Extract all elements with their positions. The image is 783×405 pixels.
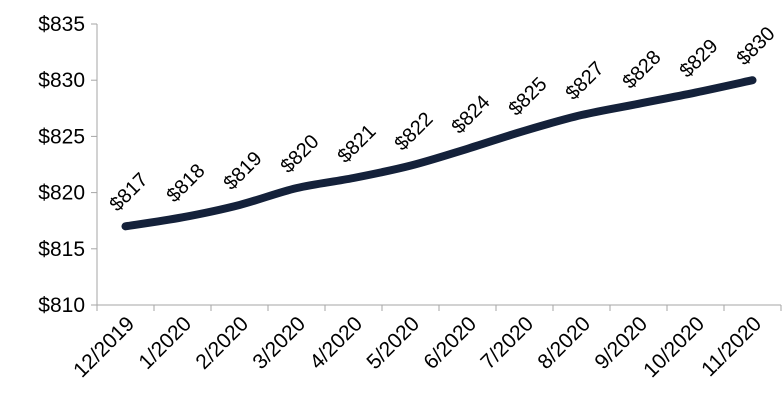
y-axis: $810 $815 $820 $825 $830 $835 xyxy=(38,13,98,317)
data-label: $819 xyxy=(219,147,266,194)
data-label: $828 xyxy=(618,46,665,93)
data-label: $817 xyxy=(105,169,152,216)
y-tick-label: $825 xyxy=(38,125,85,148)
data-point xyxy=(581,114,583,116)
x-tick-label: 11/2020 xyxy=(697,312,766,381)
y-tick-label: $830 xyxy=(38,69,85,92)
data-point xyxy=(524,130,526,132)
data-point xyxy=(638,103,640,105)
x-tick-label: 5/2020 xyxy=(362,312,424,374)
x-tick-label: 4/2020 xyxy=(305,312,367,374)
data-label: $818 xyxy=(162,160,209,207)
y-tick-label: $835 xyxy=(38,13,85,36)
x-tick-label: 6/2020 xyxy=(419,312,481,374)
data-point xyxy=(467,148,469,150)
series-line xyxy=(121,76,757,231)
x-tick-label: 12/2019 xyxy=(69,312,139,382)
data-label: $824 xyxy=(447,91,494,138)
data-label: $825 xyxy=(504,73,551,120)
data-label: $820 xyxy=(276,131,323,178)
x-axis: 12/20191/20202/20203/20204/20205/20206/2… xyxy=(69,304,782,382)
data-label: $830 xyxy=(732,23,779,70)
x-tick-label: 3/2020 xyxy=(248,312,310,374)
data-point xyxy=(695,92,697,94)
series-group xyxy=(121,76,757,231)
data-label: $821 xyxy=(333,121,380,168)
y-tick-label: $810 xyxy=(38,294,85,317)
x-tick-label: 10/2020 xyxy=(639,312,709,382)
data-label: $827 xyxy=(561,58,608,105)
x-tick-label: 8/2020 xyxy=(533,312,595,374)
x-tick-label: 1/2020 xyxy=(134,312,196,374)
data-point xyxy=(125,225,127,227)
data-point xyxy=(182,216,184,218)
data-point xyxy=(410,165,412,167)
data-point xyxy=(752,79,754,81)
data-labels: $817 $818 $819 $820 $821 $822 $824 $825 $827 $828… xyxy=(105,23,779,216)
x-tick-label: 7/2020 xyxy=(476,312,538,374)
data-label: $829 xyxy=(675,35,722,82)
y-tick-label: $815 xyxy=(38,238,85,261)
data-label: $822 xyxy=(390,108,437,155)
data-point xyxy=(296,187,298,189)
data-point xyxy=(353,177,355,179)
data-point xyxy=(239,204,241,206)
x-tick-label: 2/2020 xyxy=(191,312,253,374)
y-tick-label: $820 xyxy=(38,182,85,205)
